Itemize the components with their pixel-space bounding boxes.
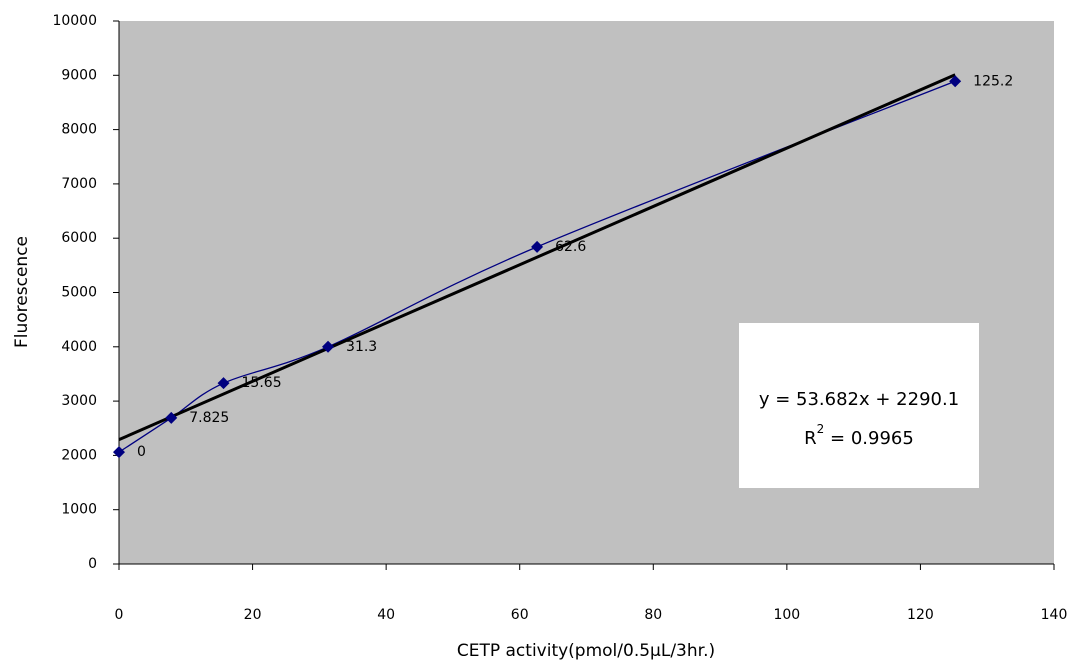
x-tick-label: 0 [115,607,124,623]
data-label: 31.3 [346,339,377,355]
x-tick-label: 80 [644,607,662,623]
data-point [165,411,178,424]
y-tick-label: 0 [88,556,97,572]
y-tick-label: 9000 [61,67,97,83]
x-tick-label: 20 [244,607,262,623]
y-tick-label: 3000 [61,393,97,409]
r2-symbol: R [804,428,817,449]
y-tick-label: 6000 [61,230,97,246]
y-tick-label: 5000 [61,285,97,301]
r2-value: = 0.9965 [824,428,914,449]
y-tick-label: 4000 [61,339,97,355]
data-point [949,75,962,88]
y-tick-label: 2000 [61,447,97,463]
x-tick-label: 40 [377,607,395,623]
data-label: 62.6 [555,239,586,255]
data-point [113,446,125,459]
x-tick-label: 60 [511,607,529,623]
x-tick-label: 100 [773,607,800,623]
y-tick-label: 10000 [52,13,97,29]
x-axis-title: CETP activity(pmol/0.5μL/3hr.) [457,641,715,661]
y-tick-label: 1000 [61,502,97,518]
trendline-equation: y = 53.682x + 2290.1 [759,389,959,410]
y-tick-label: 7000 [61,176,97,192]
x-tick-label: 140 [1041,607,1068,623]
r2-exponent: 2 [817,422,825,436]
data-point [531,240,544,253]
equation-box [739,323,979,488]
data-label: 0 [137,444,146,460]
data-label: 125.2 [973,73,1013,89]
data-label: 15.65 [242,375,282,391]
y-axis-title: Fluorescence [12,236,32,348]
data-label: 7.825 [189,410,229,426]
r-squared: R2 = 0.9965 [804,422,914,450]
data-point [322,340,335,353]
x-tick-label: 120 [907,607,934,623]
data-point [217,377,230,390]
y-tick-label: 8000 [61,122,97,138]
trendline [118,73,956,442]
